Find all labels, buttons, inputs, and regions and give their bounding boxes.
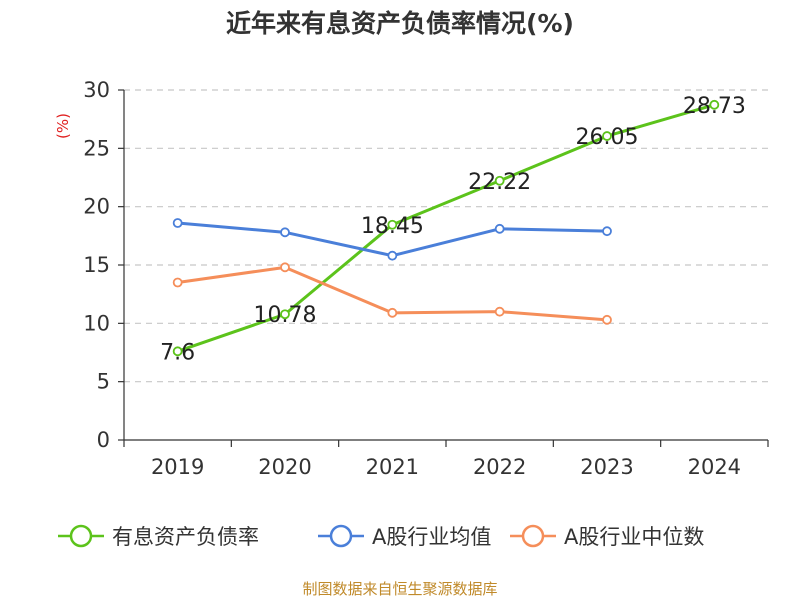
y-tick-label: 30 <box>83 78 110 102</box>
series-3-point <box>602 314 612 325</box>
x-tick-label: 2024 <box>688 455 741 479</box>
legend-label: 有息资产负债率 <box>112 525 259 549</box>
series-2-point <box>280 227 290 238</box>
legend-item: A股行业中位数 <box>510 516 704 556</box>
series-1-point <box>387 219 398 230</box>
y-tick-label: 0 <box>97 428 110 452</box>
series-1-point <box>172 346 183 357</box>
series-3-point <box>387 307 398 318</box>
legend-item: A股行业均值 <box>318 516 491 556</box>
data-labels: 7.6 10.78 18.45 22.22 26.05 28.73 <box>160 94 746 366</box>
x-tick-label: 2020 <box>258 455 311 479</box>
data-label: 18.45 <box>361 214 424 239</box>
x-tick-label: 2022 <box>473 455 526 479</box>
data-label: 10.78 <box>254 303 317 328</box>
series-lines <box>172 99 720 357</box>
y-tick-label: 10 <box>83 311 110 335</box>
series-3-point <box>172 277 183 288</box>
y-tick-label: 5 <box>97 370 110 394</box>
series-1-point <box>602 131 612 141</box>
legend-marker-icon <box>58 524 104 548</box>
series-2-point <box>387 250 398 261</box>
data-label: 22.22 <box>468 170 531 195</box>
x-tick-label: 2021 <box>366 455 419 479</box>
y-tick-label: 25 <box>83 136 110 160</box>
series-1-point <box>709 99 720 110</box>
data-label: 26.05 <box>576 125 639 150</box>
legend-label: A股行业均值 <box>372 525 492 549</box>
series-1-point <box>494 175 505 186</box>
y-axis-label: (%) <box>54 113 72 139</box>
series-line-1 <box>177 103 715 353</box>
data-label: 28.73 <box>683 94 746 119</box>
legend-marker-icon <box>510 524 556 548</box>
legend-item: 有息资产负债率 <box>58 516 259 556</box>
legend-marker-icon <box>318 524 364 548</box>
series-1-point <box>280 309 290 320</box>
source-note: 制图数据来自恒生聚源数据库 <box>302 580 498 598</box>
series-2-point <box>172 218 183 228</box>
axes: 0 5 10 15 20 25 30 2019 2020 2021 2022 2023 2024 (%) <box>54 78 769 479</box>
series-2-point <box>602 226 612 237</box>
series-2-point <box>494 223 505 234</box>
legend: 有息资产负债率 A股行业均值 A股行业中位数 <box>0 516 800 556</box>
y-tick-label: 20 <box>83 195 110 219</box>
y-tick-label: 15 <box>83 253 110 277</box>
series-3-point <box>494 306 505 317</box>
legend-label: A股行业中位数 <box>564 525 705 549</box>
chart-title: 近年来有息资产负债率情况(%) <box>226 9 574 38</box>
series-3-point <box>280 262 290 273</box>
data-label: 7.6 <box>160 340 195 365</box>
x-tick-label: 2023 <box>580 455 633 479</box>
x-tick-label: 2019 <box>151 455 204 479</box>
grid-lines <box>124 89 768 383</box>
